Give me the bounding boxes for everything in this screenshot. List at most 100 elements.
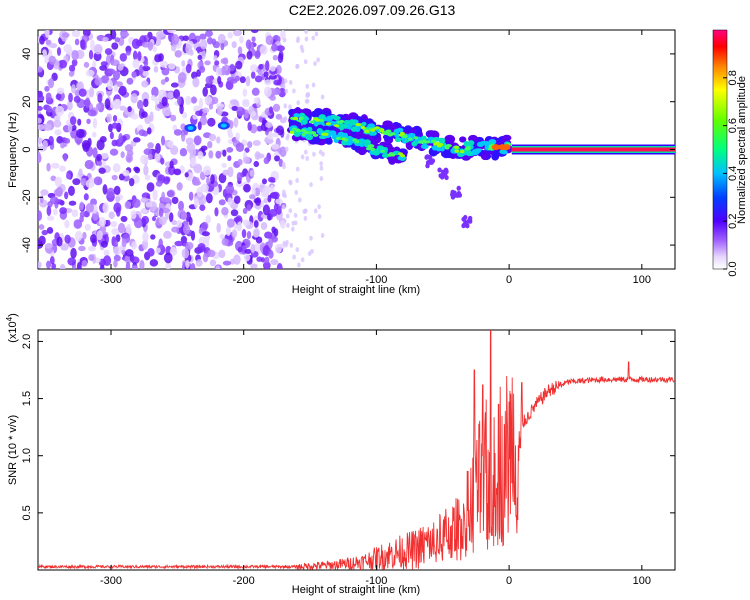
spectrogram-noise-blob bbox=[91, 131, 97, 138]
spectrogram-noise-blob bbox=[38, 261, 42, 269]
spectrogram-noise-blob bbox=[204, 82, 213, 89]
spectrogram-noise-blob bbox=[233, 254, 241, 265]
spectrogram-noise-blob bbox=[265, 138, 274, 144]
colorbar: 0.0 0.2 0.4 0.6 0.8 Normalized spectral ampl… bbox=[712, 29, 748, 277]
spectrogram-noise-blob bbox=[78, 245, 86, 252]
spectrogram-noise-blob bbox=[92, 147, 98, 159]
snr-y-tick-label: 1.0 bbox=[21, 448, 33, 463]
spectrogram-noise-blob bbox=[237, 158, 243, 166]
spectrogram-noise-blob bbox=[141, 215, 150, 225]
spectrogram-noise-blob bbox=[100, 240, 108, 248]
spectrogram-noise-blob bbox=[199, 38, 208, 50]
spectrogram-noise-blob bbox=[170, 44, 177, 52]
spectrogram-secondary-track-core bbox=[300, 128, 307, 133]
spectrogram-noise-blob bbox=[200, 183, 209, 193]
spectrogram-noise-blob bbox=[125, 50, 131, 56]
spectrogram-noise-blob bbox=[160, 135, 166, 146]
spectrogram-noise-blob bbox=[267, 176, 276, 183]
snr-frame bbox=[37, 329, 676, 571]
spectrogram-noise-blob bbox=[88, 254, 95, 262]
spectrogram-noise-blob bbox=[81, 260, 88, 267]
spectrogram-noise-blob bbox=[74, 38, 80, 46]
spectrogram-noise-blob bbox=[181, 60, 186, 67]
spectrogram-sparse-blob bbox=[295, 178, 299, 184]
spectrogram-noise-blob bbox=[242, 88, 248, 97]
spectrogram-noise-blob bbox=[255, 236, 263, 244]
spectrogram-main-track-mid bbox=[411, 141, 418, 147]
spectrogram-noise-blob bbox=[205, 176, 211, 185]
spectrogram-noise-blob bbox=[207, 249, 216, 258]
spectrogram-noise-blob bbox=[233, 117, 239, 128]
spectrogram-noise-blob bbox=[269, 65, 276, 72]
spectrogram-secondary-track-core bbox=[367, 144, 373, 148]
spectrogram-noise-blob bbox=[269, 95, 276, 101]
spectrogram-noise-blob bbox=[155, 180, 163, 187]
snr-series-line bbox=[38, 330, 675, 570]
spectrogram-falling-branch-blob bbox=[456, 185, 461, 191]
spectrogram-noise-blob bbox=[141, 111, 148, 118]
spectrogram-noise-blob bbox=[42, 49, 48, 59]
spectrogram-sparse-blob bbox=[296, 100, 301, 106]
spectrogram-sparse-blob bbox=[284, 88, 289, 94]
spectrogram-noise-blob bbox=[82, 231, 87, 240]
spectrogram-noise-blob bbox=[131, 241, 138, 250]
spectrogram-noise-blob bbox=[273, 79, 282, 86]
spectrogram-noise-blob bbox=[205, 214, 212, 224]
spectrogram-noise-blob bbox=[163, 230, 172, 239]
spectrogram-noise-blob bbox=[210, 174, 215, 185]
spectrogram-noise-blob bbox=[185, 43, 192, 55]
spectrogram-noise-blob bbox=[153, 66, 159, 73]
spectrogram-noise-blob bbox=[68, 92, 73, 103]
spectrogram-sparse-blob bbox=[286, 133, 290, 139]
spectrogram-noise-blob bbox=[199, 65, 206, 73]
spectrogram-noise-blob bbox=[58, 59, 68, 69]
spectrogram-main-track-mid bbox=[350, 121, 357, 126]
spectrogram-noise-blob bbox=[208, 150, 214, 159]
spectrogram-sparse-blob bbox=[292, 254, 296, 260]
spectrogram-noise-blob bbox=[239, 35, 244, 44]
snr-x-axis-label: Height of straight line (km) bbox=[292, 584, 420, 596]
spectrogram-noise-blob bbox=[117, 63, 124, 71]
spectrogram-noise-blob bbox=[105, 219, 111, 227]
spectrogram-noise-blob bbox=[197, 54, 203, 61]
spectrogram-noise-blob bbox=[263, 198, 269, 204]
spectrogram-noise-blob bbox=[204, 96, 213, 104]
spectrogram-noise-blob bbox=[48, 42, 58, 49]
spectrogram-noise-blob bbox=[182, 224, 191, 235]
spectrogram-noise-blob bbox=[45, 39, 52, 46]
spectrogram-noise-blob bbox=[64, 219, 70, 229]
spectrogram-sparse-blob bbox=[293, 212, 298, 218]
spectrogram-noise-blob bbox=[193, 135, 202, 146]
spectrogram-noise-blob bbox=[88, 245, 97, 252]
spectrogram-noise-blob bbox=[140, 197, 149, 203]
spectrogram-noise-blob bbox=[167, 30, 177, 34]
spectrogram-noise-blob bbox=[202, 86, 209, 97]
spectrogram-noise-blob bbox=[265, 35, 274, 46]
spectrogram-noise-blob bbox=[93, 44, 103, 55]
spectrogram-noise-blob bbox=[130, 113, 139, 120]
spectrogram-noise-blob bbox=[109, 131, 114, 140]
spectrogram-noise-blob bbox=[201, 112, 207, 119]
spectrogram-main-track-mid bbox=[293, 113, 300, 118]
spectrogram-noise-blob bbox=[89, 86, 95, 98]
spectrogram-noise-blob bbox=[171, 34, 180, 46]
spectrogram-noise-blob bbox=[278, 158, 284, 167]
spectrogram-noise-blob bbox=[130, 210, 137, 220]
spectrogram-sparse-blob bbox=[285, 239, 289, 245]
spectrogram-noise-blob bbox=[161, 67, 170, 76]
spectrogram-noise-blob bbox=[143, 59, 149, 67]
colorbar-label: Normalized spectral amplitude bbox=[736, 76, 748, 224]
spectrogram-sparse-blob bbox=[304, 98, 309, 104]
spectrogram-noise-blob bbox=[131, 198, 141, 209]
spectrogram-noise-blob bbox=[154, 151, 161, 162]
spectrogram-noise-blob bbox=[106, 113, 112, 123]
spectrogram-noise-blob bbox=[180, 212, 188, 220]
spectrogram-main-track-core bbox=[374, 126, 380, 130]
spectrogram-noise-blob bbox=[38, 123, 45, 131]
spectrogram-sparse-blob bbox=[317, 204, 321, 210]
spectrogram-secondary-track-mid bbox=[363, 139, 371, 146]
spectrogram-noise-blob bbox=[71, 59, 78, 67]
spectrogram-noise-blob bbox=[279, 220, 286, 229]
spectrogram-noise-blob bbox=[255, 153, 265, 159]
spectrogram-noise-blob bbox=[112, 70, 121, 81]
